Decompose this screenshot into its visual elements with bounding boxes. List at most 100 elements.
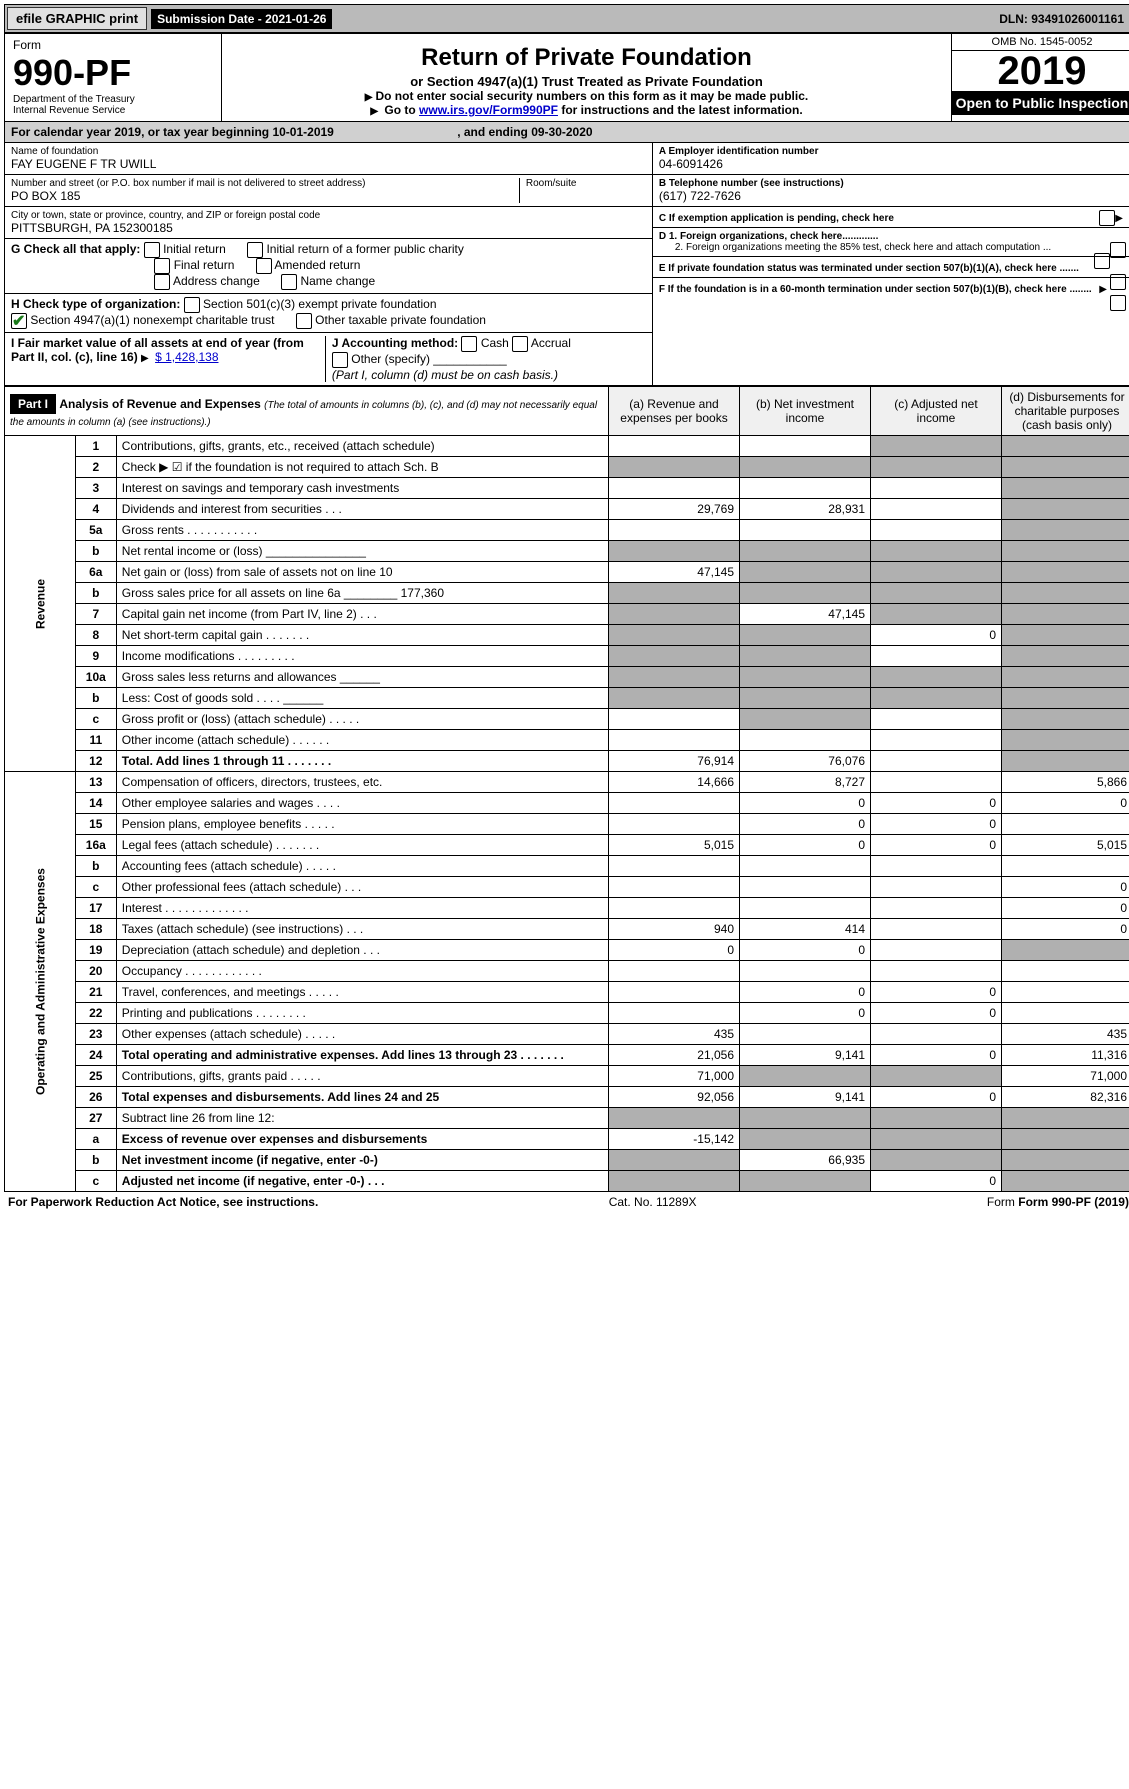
h-label: H Check type of organization: bbox=[11, 297, 180, 311]
cell-col-b bbox=[740, 1171, 871, 1192]
cell-col-d bbox=[1002, 499, 1129, 520]
cell-col-d bbox=[1002, 940, 1129, 961]
city-value: PITTSBURGH, PA 152300185 bbox=[11, 221, 646, 235]
j-note: (Part I, column (d) must be on cash basi… bbox=[332, 368, 558, 382]
table-row: 18Taxes (attach schedule) (see instructi… bbox=[5, 919, 1129, 940]
table-row: bLess: Cost of goods sold . . . . ______ bbox=[5, 688, 1129, 709]
row-number: c bbox=[75, 1171, 116, 1192]
accrual-checkbox[interactable] bbox=[512, 336, 528, 352]
4947a1-checkbox[interactable] bbox=[11, 313, 27, 329]
ein-value: 04-6091426 bbox=[659, 157, 1126, 171]
cell-col-a: 47,145 bbox=[609, 562, 740, 583]
foreign-org-checkbox[interactable] bbox=[1110, 242, 1126, 258]
cell-col-d: 435 bbox=[1002, 1024, 1129, 1045]
city-label: City or town, state or province, country… bbox=[11, 210, 646, 221]
row-description: Other employee salaries and wages . . . … bbox=[116, 793, 608, 814]
cell-col-c bbox=[871, 1129, 1002, 1150]
cell-col-d bbox=[1002, 646, 1129, 667]
cell-col-d bbox=[1002, 457, 1129, 478]
d2-label: 2. Foreign organizations meeting the 85%… bbox=[675, 242, 1126, 253]
period-row: For calendar year 2019, or tax year begi… bbox=[4, 122, 1129, 143]
cell-col-d bbox=[1002, 730, 1129, 751]
row-description: Other expenses (attach schedule) . . . .… bbox=[116, 1024, 608, 1045]
col-c-header: (c) Adjusted net income bbox=[871, 387, 1002, 436]
cell-col-c: 0 bbox=[871, 1087, 1002, 1108]
final-return-checkbox[interactable] bbox=[154, 258, 170, 274]
cell-col-a bbox=[609, 520, 740, 541]
cell-col-a bbox=[609, 877, 740, 898]
cell-col-c bbox=[871, 520, 1002, 541]
row-number: 1 bbox=[75, 436, 116, 457]
table-row: Revenue1Contributions, gifts, grants, et… bbox=[5, 436, 1129, 457]
foreign-85-checkbox[interactable] bbox=[1094, 253, 1110, 269]
cell-col-a bbox=[609, 709, 740, 730]
cell-col-a: 71,000 bbox=[609, 1066, 740, 1087]
cell-col-b bbox=[740, 1108, 871, 1129]
cell-col-b: 0 bbox=[740, 793, 871, 814]
table-row: 8Net short-term capital gain . . . . . .… bbox=[5, 625, 1129, 646]
cell-col-b bbox=[740, 709, 871, 730]
cell-col-b bbox=[740, 856, 871, 877]
fmv-link[interactable]: $ 1,428,138 bbox=[155, 350, 218, 364]
form-instructions-link[interactable]: www.irs.gov/Form990PF bbox=[419, 103, 558, 117]
address-change-label: Address change bbox=[173, 274, 260, 288]
cell-col-d bbox=[1002, 604, 1129, 625]
cell-col-b: 76,076 bbox=[740, 751, 871, 772]
cell-col-d bbox=[1002, 667, 1129, 688]
row-number: 27 bbox=[75, 1108, 116, 1129]
501c3-checkbox[interactable] bbox=[184, 297, 200, 313]
cell-col-d bbox=[1002, 625, 1129, 646]
other-taxable-checkbox[interactable] bbox=[296, 313, 312, 329]
cell-col-a bbox=[609, 478, 740, 499]
name-change-checkbox[interactable] bbox=[281, 274, 297, 290]
footer-left: For Paperwork Reduction Act Notice, see … bbox=[8, 1195, 318, 1209]
amended-return-checkbox[interactable] bbox=[256, 258, 272, 274]
table-row: bGross sales price for all assets on lin… bbox=[5, 583, 1129, 604]
cell-col-d bbox=[1002, 541, 1129, 562]
row-number: 18 bbox=[75, 919, 116, 940]
cell-col-d bbox=[1002, 709, 1129, 730]
60month-checkbox[interactable] bbox=[1110, 295, 1126, 311]
initial-former-checkbox[interactable] bbox=[247, 242, 263, 258]
cell-col-b: 414 bbox=[740, 919, 871, 940]
table-row: 27Subtract line 26 from line 12: bbox=[5, 1108, 1129, 1129]
other-method-checkbox[interactable] bbox=[332, 352, 348, 368]
row-description: Net investment income (if negative, ente… bbox=[116, 1150, 608, 1171]
name-label: Name of foundation bbox=[11, 146, 646, 157]
status-terminated-checkbox[interactable] bbox=[1110, 274, 1126, 290]
row-description: Total expenses and disbursements. Add li… bbox=[116, 1087, 608, 1108]
note-ssn: Do not enter social security numbers on … bbox=[375, 89, 808, 103]
row-description: Income modifications . . . . . . . . . bbox=[116, 646, 608, 667]
cash-checkbox[interactable] bbox=[461, 336, 477, 352]
initial-return-checkbox[interactable] bbox=[144, 242, 160, 258]
cell-col-c: 0 bbox=[871, 1003, 1002, 1024]
table-row: 25Contributions, gifts, grants paid . . … bbox=[5, 1066, 1129, 1087]
cell-col-a bbox=[609, 688, 740, 709]
exemption-pending-checkbox[interactable] bbox=[1099, 210, 1115, 226]
name-change-label: Name change bbox=[300, 274, 375, 288]
cell-col-d bbox=[1002, 1129, 1129, 1150]
cell-col-b bbox=[740, 562, 871, 583]
cell-col-c bbox=[871, 1108, 1002, 1129]
row-number: c bbox=[75, 877, 116, 898]
row-number: 16a bbox=[75, 835, 116, 856]
cell-col-d: 0 bbox=[1002, 898, 1129, 919]
cell-col-c: 0 bbox=[871, 793, 1002, 814]
part1-table: Part I Analysis of Revenue and Expenses … bbox=[4, 386, 1129, 1192]
row-description: Accounting fees (attach schedule) . . . … bbox=[116, 856, 608, 877]
form-word: Form bbox=[13, 38, 213, 52]
top-bar: efile GRAPHIC print Submission Date - 20… bbox=[4, 4, 1129, 33]
cell-col-b: 28,931 bbox=[740, 499, 871, 520]
row-number: 6a bbox=[75, 562, 116, 583]
cell-col-a bbox=[609, 457, 740, 478]
efile-print-button[interactable]: efile GRAPHIC print bbox=[7, 7, 147, 30]
row-description: Capital gain net income (from Part IV, l… bbox=[116, 604, 608, 625]
table-row: bAccounting fees (attach schedule) . . .… bbox=[5, 856, 1129, 877]
table-row: 14Other employee salaries and wages . . … bbox=[5, 793, 1129, 814]
cell-col-a: 940 bbox=[609, 919, 740, 940]
table-row: 24Total operating and administrative exp… bbox=[5, 1045, 1129, 1066]
cell-col-a: 21,056 bbox=[609, 1045, 740, 1066]
row-description: Gross rents . . . . . . . . . . . bbox=[116, 520, 608, 541]
address-change-checkbox[interactable] bbox=[154, 274, 170, 290]
cell-col-d bbox=[1002, 982, 1129, 1003]
